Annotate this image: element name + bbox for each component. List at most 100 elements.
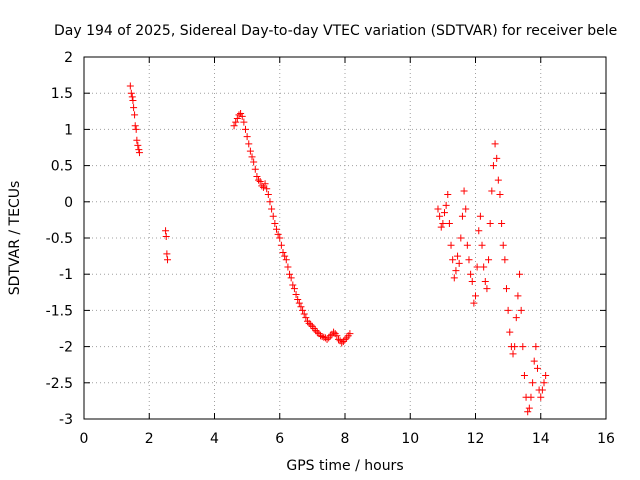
- data-point-0-114: [476, 212, 484, 220]
- data-point-0-108: [467, 270, 475, 278]
- data-point-0-29: [251, 165, 259, 173]
- data-point-0-95: [445, 220, 453, 228]
- data-point-0-122: [489, 162, 497, 170]
- data-point-0-104: [460, 187, 468, 195]
- x-axis-label: GPS time / hours: [286, 458, 403, 474]
- data-point-0-105: [462, 205, 470, 213]
- data-point-0-96: [447, 241, 455, 249]
- data-point-0-9: [134, 141, 142, 149]
- data-point-0-148: [532, 343, 540, 351]
- y-tick-label-10: 2: [64, 50, 73, 66]
- data-point-0-59: [300, 310, 308, 318]
- data-point-0-23: [241, 125, 249, 133]
- data-point-0-27: [248, 153, 256, 161]
- data-point-0-144: [525, 404, 533, 412]
- data-point-0-80: [334, 335, 342, 343]
- y-tick-label-5: -0.5: [46, 231, 73, 247]
- data-point-0-73: [323, 335, 331, 343]
- data-point-0-93: [442, 201, 450, 209]
- y-tick-label-9: 1.5: [51, 86, 73, 102]
- data-point-0-45: [277, 241, 285, 249]
- data-point-0-10: [135, 146, 143, 154]
- data-point-0-119: [485, 256, 493, 264]
- data-point-0-41: [271, 220, 279, 228]
- data-point-0-116: [480, 263, 488, 271]
- data-point-0-97: [449, 256, 457, 264]
- x-tick-label-8: 16: [597, 431, 615, 447]
- data-point-0-70: [318, 332, 326, 340]
- y-tick-label-1: -2.5: [46, 376, 73, 392]
- y-tick-label-7: 0.5: [51, 159, 73, 175]
- data-point-0-149: [533, 364, 541, 372]
- data-point-0-14: [163, 250, 171, 258]
- data-point-0-134: [509, 350, 517, 358]
- data-point-0-110: [470, 299, 478, 307]
- data-point-0-8: [133, 136, 141, 144]
- data-point-0-0: [126, 82, 134, 90]
- data-point-0-18: [233, 115, 241, 123]
- data-point-0-19: [235, 111, 243, 119]
- data-point-0-139: [517, 306, 525, 314]
- data-point-0-111: [472, 292, 479, 300]
- data-point-0-138: [516, 270, 524, 278]
- chart-title: Day 194 of 2025, Sidereal Day-to-day VTE…: [54, 23, 617, 39]
- data-point-0-112: [473, 263, 481, 271]
- data-point-0-75: [326, 332, 334, 340]
- data-point-0-56: [295, 299, 303, 307]
- data-point-0-130: [502, 285, 510, 293]
- data-point-0-98: [450, 274, 458, 282]
- data-point-0-135: [511, 343, 519, 351]
- data-point-0-63: [307, 321, 315, 329]
- data-points: [126, 82, 550, 416]
- y-axis-label: SDTVAR / TECUs: [7, 181, 23, 296]
- data-point-0-82: [338, 339, 346, 347]
- data-point-0-79: [333, 332, 341, 340]
- data-point-0-60: [302, 314, 310, 322]
- data-point-0-42: [272, 225, 280, 233]
- tick-labels: 0 2 4 6 8 10 12 14 16 -3 -2.5 -2 -1.5 -1 -0.5 0 0.5 1 1.5 2: [46, 50, 615, 447]
- data-point-0-101: [455, 259, 463, 267]
- data-point-0-11: [135, 149, 143, 157]
- data-point-0-3: [129, 96, 137, 104]
- data-point-0-48: [282, 256, 290, 264]
- data-point-0-94: [444, 191, 452, 199]
- data-point-0-100: [454, 252, 462, 260]
- data-point-0-4: [130, 104, 138, 112]
- y-tick-label-4: -1: [59, 267, 73, 283]
- data-point-0-131: [504, 306, 512, 314]
- x-tick-label-7: 14: [532, 431, 550, 447]
- data-point-0-53: [290, 285, 298, 293]
- data-point-0-50: [286, 270, 294, 278]
- y-tick-label-3: -1.5: [46, 303, 73, 319]
- data-point-0-30: [253, 172, 261, 180]
- data-point-0-6: [131, 122, 139, 130]
- data-point-0-124: [493, 154, 501, 162]
- data-point-0-146: [529, 379, 537, 387]
- data-point-0-38: [266, 198, 274, 206]
- data-point-0-54: [292, 290, 300, 298]
- data-point-0-47: [281, 252, 289, 260]
- data-point-0-2: [128, 93, 136, 101]
- data-point-0-125: [494, 176, 502, 184]
- data-point-0-77: [330, 328, 338, 336]
- data-point-0-106: [463, 241, 471, 249]
- data-point-0-13: [162, 233, 170, 241]
- data-point-0-55: [294, 296, 302, 304]
- data-point-0-66: [312, 327, 320, 335]
- data-point-0-36: [263, 185, 271, 193]
- x-tick-label-2: 4: [210, 431, 219, 447]
- data-point-0-40: [269, 212, 277, 220]
- data-point-0-141: [520, 372, 528, 380]
- data-point-0-24: [243, 133, 251, 141]
- data-point-0-28: [250, 158, 258, 166]
- data-point-0-109: [468, 277, 476, 285]
- y-tick-label-0: -3: [59, 412, 73, 428]
- data-point-0-132: [506, 328, 514, 336]
- data-point-0-136: [512, 314, 520, 322]
- data-point-0-113: [475, 227, 483, 235]
- x-tick-label-3: 6: [275, 431, 284, 447]
- data-point-0-37: [264, 191, 272, 199]
- data-point-0-22: [240, 118, 248, 126]
